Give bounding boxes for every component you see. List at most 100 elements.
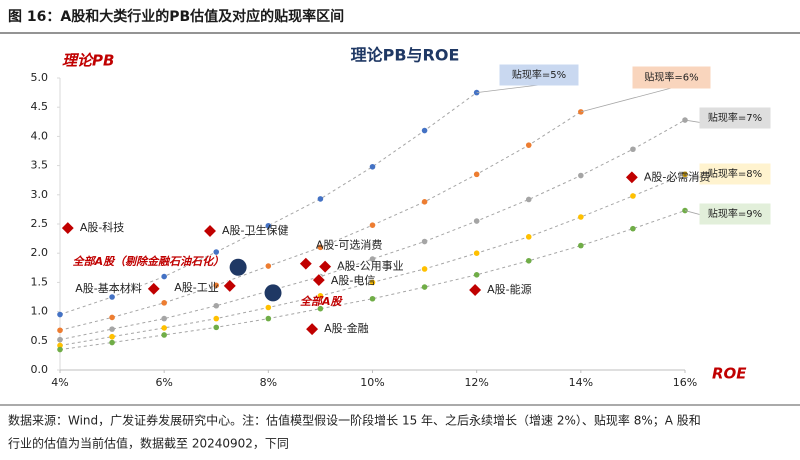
- sector-marker: [305, 322, 320, 337]
- market-label: 全部A股（剔除金融石油石化）: [73, 255, 225, 268]
- data-point: [161, 315, 167, 322]
- sector-marker: [202, 223, 218, 239]
- legend-box: [699, 107, 771, 129]
- legend-label: 贴现率=8%: [708, 167, 762, 180]
- data-point: [57, 346, 63, 353]
- data-point: [525, 257, 532, 264]
- x-tick-label: 12%: [464, 376, 488, 389]
- data-point: [421, 266, 428, 272]
- data-point: [213, 315, 220, 322]
- x-tick-label: 6%: [155, 376, 172, 389]
- sector-label: A股-电信: [331, 274, 376, 287]
- y-tick-label: 3.0: [31, 188, 49, 201]
- y-tick-label: 3.5: [31, 159, 49, 172]
- data-point: [213, 302, 220, 309]
- legend-box: [632, 66, 711, 89]
- data-point: [578, 242, 584, 249]
- data-point: [473, 272, 480, 278]
- data-point: [473, 218, 480, 224]
- sector-marker: [146, 281, 161, 296]
- data-point: [473, 171, 480, 178]
- sector-label: A股-必需消费: [644, 169, 711, 183]
- data-point: [369, 256, 376, 262]
- legend-box: [699, 203, 771, 225]
- y-tick-label: 0.5: [31, 334, 49, 347]
- data-point: [109, 326, 115, 332]
- y-tick-label: 1.5: [31, 275, 49, 288]
- data-point: [109, 339, 115, 346]
- x-tick-label: 16%: [673, 376, 697, 389]
- sector-marker: [468, 282, 483, 298]
- data-point: [525, 142, 532, 148]
- data-point: [213, 249, 220, 255]
- data-point: [421, 199, 428, 205]
- market-label: 全部A股: [300, 295, 344, 308]
- data-point: [421, 127, 428, 134]
- x-axis-label: ROE: [712, 365, 747, 383]
- market-marker: [229, 258, 247, 276]
- y-tick-label: 4.5: [31, 100, 49, 113]
- x-tick-label: 10%: [360, 376, 384, 389]
- y-axis-label: 理论PB: [62, 52, 114, 70]
- data-point: [265, 304, 272, 311]
- data-point: [578, 214, 584, 220]
- legend-box: [699, 163, 771, 185]
- legend-label: 贴现率=7%: [708, 111, 762, 124]
- data-point: [213, 282, 220, 289]
- trend-line: [59, 119, 686, 341]
- data-point: [578, 172, 584, 179]
- sector-label: A股-工业: [174, 281, 219, 294]
- sector-label: A股-基本材料: [75, 281, 142, 295]
- sector-label: A股-公用事业: [337, 260, 404, 273]
- sector-marker: [222, 278, 237, 293]
- sector-label: A股-金融: [324, 321, 369, 335]
- legend-leader: [580, 87, 672, 113]
- y-tick-label: 2.5: [31, 217, 49, 230]
- data-point: [265, 222, 272, 229]
- data-point: [265, 263, 272, 269]
- y-tick-label: 5.0: [31, 71, 49, 84]
- chart-title: 理论PB与ROE: [351, 46, 460, 65]
- data-point: [317, 196, 324, 202]
- data-point: [369, 222, 376, 228]
- legend-label: 贴现率=6%: [644, 71, 698, 84]
- data-point: [161, 273, 167, 280]
- data-point: [161, 300, 167, 306]
- x-tick-label: 8%: [260, 376, 277, 389]
- data-point: [213, 324, 220, 331]
- x-tick-label: 14%: [569, 376, 593, 389]
- sector-marker: [624, 170, 639, 185]
- data-point: [109, 294, 115, 300]
- data-point: [317, 244, 324, 251]
- sector-label: A股-可选消费: [316, 238, 383, 252]
- data-point: [369, 295, 376, 302]
- data-point: [161, 332, 167, 338]
- data-point: [317, 305, 324, 312]
- data-point: [630, 193, 636, 199]
- data-point: [682, 117, 688, 123]
- y-tick-label: 1.0: [31, 305, 49, 318]
- data-point: [369, 163, 376, 170]
- y-tick-label: 4.0: [31, 129, 49, 142]
- y-tick-label: 0.0: [31, 363, 49, 376]
- data-point: [57, 327, 63, 334]
- legend-label: 贴现率=9%: [708, 207, 762, 220]
- source-note: 行业的估值为当前估值，数据截至 20240902，下同: [8, 436, 289, 451]
- market-marker: [264, 284, 282, 302]
- sector-marker: [318, 259, 333, 274]
- data-point: [525, 234, 532, 240]
- data-point: [57, 336, 63, 343]
- sector-marker: [298, 256, 313, 271]
- data-point: [421, 238, 428, 245]
- data-point: [265, 315, 272, 322]
- data-point: [473, 250, 480, 256]
- sector-label: A股-科技: [80, 220, 125, 234]
- x-tick-label: 4%: [51, 376, 68, 389]
- legend-box: [499, 64, 579, 86]
- sector-label: A股-卫生保健: [222, 223, 289, 237]
- figure-title: 图 16：A股和大类行业的PB估值及对应的贴现率区间: [8, 8, 344, 25]
- data-point: [630, 225, 636, 232]
- data-point: [57, 311, 63, 318]
- legend-leader: [476, 84, 540, 93]
